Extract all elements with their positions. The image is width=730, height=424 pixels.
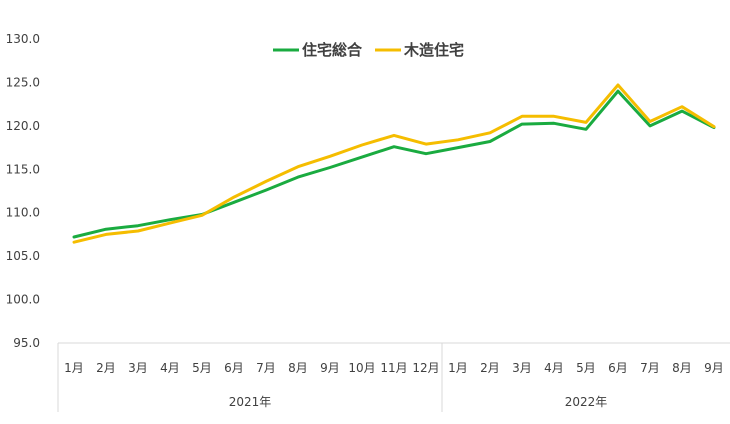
x-tick-label: 3月	[512, 361, 532, 375]
y-tick-label: 100.0	[6, 293, 40, 307]
x-tick-label: 2月	[480, 361, 500, 375]
series-line-2	[72, 83, 716, 244]
x-group-label: 2021年	[229, 395, 272, 409]
x-tick-label: 10月	[348, 361, 375, 375]
x-tick-label: 8月	[288, 361, 308, 375]
y-tick-label: 115.0	[6, 162, 40, 176]
x-tick-label: 7月	[640, 361, 660, 375]
series-line-1	[72, 89, 716, 239]
legend-label-2: 木造住宅	[403, 41, 464, 59]
x-tick-label: 4月	[544, 361, 564, 375]
series-lines	[72, 83, 716, 244]
x-tick-label: 6月	[608, 361, 628, 375]
x-tick-label: 1月	[448, 361, 468, 375]
x-tick-label: 12月	[412, 361, 439, 375]
x-tick-label: 3月	[128, 361, 148, 375]
y-tick-label: 105.0	[6, 249, 40, 263]
legend-label-1: 住宅総合	[302, 41, 363, 59]
x-group-label: 2022年	[565, 395, 608, 409]
x-tick-label: 8月	[672, 361, 692, 375]
x-tick-label: 5月	[576, 361, 596, 375]
x-tick-label: 9月	[704, 361, 724, 375]
y-tick-label: 125.0	[6, 75, 40, 89]
x-tick-label: 9月	[320, 361, 340, 375]
legend: 住宅総合 木造住宅	[273, 41, 464, 59]
y-tick-label: 95.0	[13, 336, 40, 350]
y-tick-label: 120.0	[6, 119, 40, 133]
x-tick-label: 4月	[160, 361, 180, 375]
x-tick-label: 5月	[192, 361, 212, 375]
x-tick-label: 7月	[256, 361, 276, 375]
x-tick-label: 6月	[224, 361, 244, 375]
x-tick-label: 2月	[96, 361, 116, 375]
y-tick-label: 110.0	[6, 206, 40, 220]
x-tick-label: 1月	[64, 361, 84, 375]
axes: 95.0 100.0 105.0 110.0 115.0 120.0 125.0 130.0 1…	[6, 32, 730, 412]
x-tick-label: 11月	[380, 361, 407, 375]
y-tick-label: 130.0	[6, 32, 40, 46]
